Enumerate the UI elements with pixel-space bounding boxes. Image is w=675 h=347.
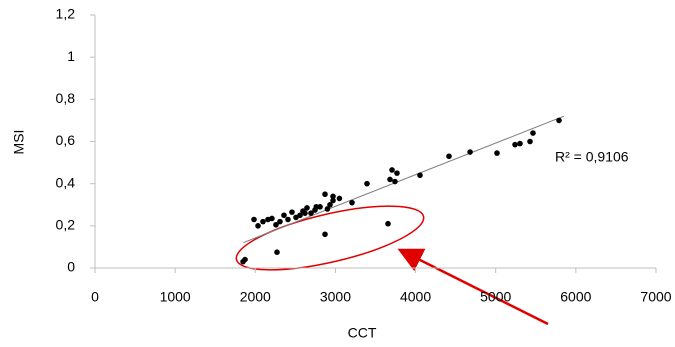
- point: [281, 212, 287, 219]
- point: [527, 138, 533, 145]
- point: [273, 221, 279, 228]
- x-axis-label: CCT: [348, 325, 377, 341]
- x-tick-label: 0: [91, 289, 99, 305]
- point: [387, 176, 393, 183]
- point: [330, 193, 336, 200]
- point: [394, 170, 400, 176]
- point: [364, 180, 370, 187]
- point: [385, 220, 391, 227]
- point: [255, 223, 261, 229]
- point: [304, 205, 310, 211]
- point: [517, 140, 523, 147]
- point: [302, 210, 308, 216]
- x-tick-label: 2000: [240, 289, 271, 305]
- point: [336, 195, 343, 202]
- point: [322, 231, 328, 238]
- point: [274, 249, 280, 255]
- y-tick-label: 0,6: [56, 132, 76, 148]
- x-tick-label: 1000: [160, 289, 191, 305]
- point: [556, 117, 562, 124]
- annotation: R² = 0,9106: [555, 149, 629, 165]
- point: [260, 218, 266, 225]
- x-tick-label: 7000: [640, 289, 671, 305]
- point: [293, 214, 299, 221]
- x-tick-label: 5000: [480, 289, 511, 305]
- point: [467, 149, 473, 155]
- y-tick-label: 1,2: [56, 6, 76, 22]
- point: [494, 150, 500, 156]
- point: [308, 210, 314, 216]
- point: [324, 206, 331, 212]
- point: [265, 216, 271, 223]
- y-tick-label: 0,4: [56, 174, 76, 190]
- point: [285, 216, 291, 223]
- point: [392, 178, 398, 185]
- point: [530, 130, 536, 136]
- x-tick-label: 3000: [320, 289, 351, 305]
- point: [313, 204, 319, 210]
- point: [417, 172, 423, 179]
- trendline: [243, 115, 565, 244]
- point: [389, 167, 395, 173]
- y-tick-label: 1: [67, 48, 75, 64]
- point: [289, 209, 295, 215]
- point: [327, 201, 333, 208]
- point: [251, 216, 257, 223]
- y-tick-label: 0,8: [56, 90, 76, 106]
- y-tick-label: 0: [67, 259, 75, 275]
- point: [242, 256, 248, 263]
- x-tick-label: 4000: [400, 289, 431, 305]
- highlight-ellipse: [235, 205, 425, 271]
- y-tick-label: 0,2: [56, 217, 76, 233]
- x-tick-label: 6000: [560, 289, 591, 305]
- y-axis-label: MSI: [11, 130, 27, 155]
- point: [349, 199, 355, 206]
- point: [446, 153, 452, 160]
- point: [512, 141, 518, 148]
- point: [277, 218, 283, 225]
- point: [322, 191, 328, 198]
- point: [317, 204, 323, 210]
- arrow: [397, 248, 549, 326]
- point: [330, 197, 336, 204]
